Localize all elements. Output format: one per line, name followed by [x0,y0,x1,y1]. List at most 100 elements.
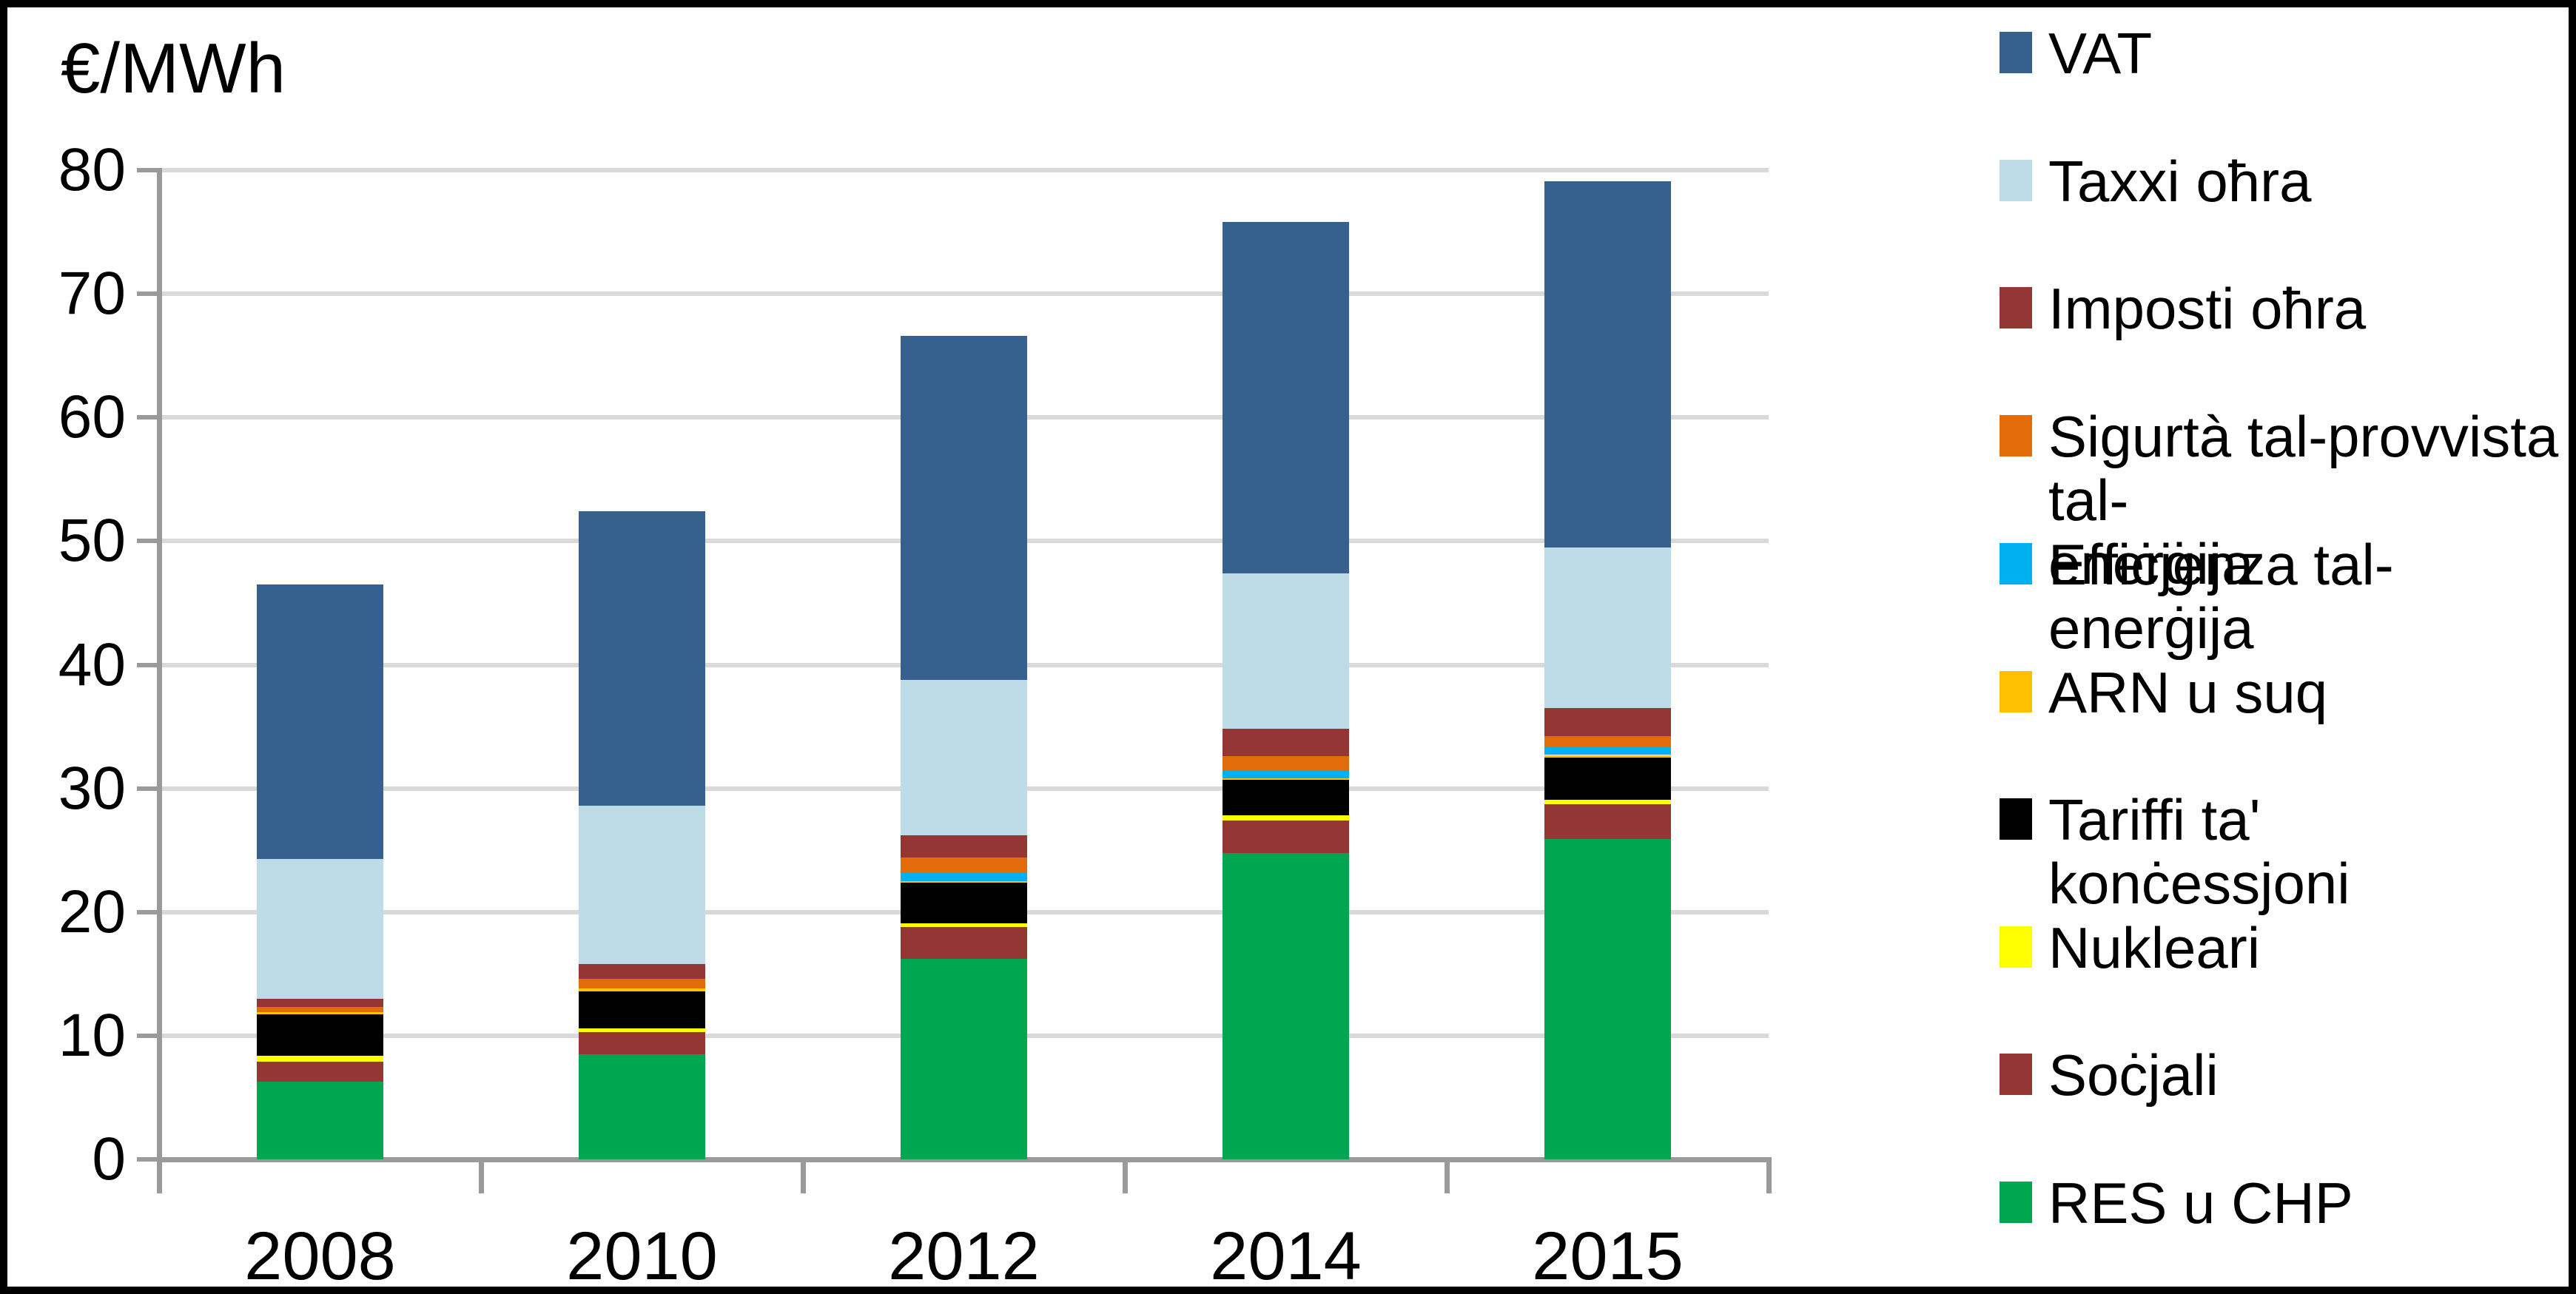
y-axis-title: €/MWh [61,29,286,108]
x-tick-label: 2015 [1532,1219,1684,1294]
bar-segment [1223,779,1349,816]
x-axis-tick [801,1159,806,1193]
bar-segment [1223,815,1349,821]
gridline [159,292,1769,297]
legend-swatch [2000,415,2032,456]
bar-segment [1223,771,1349,779]
legend-label: Soċjali [2048,1042,2219,1108]
bar-segment [1544,746,1671,755]
y-axis [157,168,162,1165]
bar-segment [1223,729,1349,757]
y-axis-tick [137,786,159,791]
bar-segment [257,1055,383,1062]
y-axis-tick [137,539,159,544]
legend-item: Taxxi oħra [2000,149,2312,213]
legend-label: ARN u suq [2048,660,2328,725]
bar-segment [1223,852,1349,1159]
legend-item: Nukleari [2000,916,2260,980]
legend-label: Taxxi oħra [2048,149,2312,214]
bar-segment [1544,804,1671,840]
y-tick-label: 20 [58,877,126,946]
legend-swatch [2000,926,2032,968]
legend-item: ARN u suq [2000,661,2327,724]
y-axis-tick [137,292,159,297]
y-axis-tick [137,1157,159,1162]
bar-segment [579,988,705,991]
bar-segment [901,857,1027,873]
bar-segment [257,1061,383,1082]
legend-swatch [2000,1182,2032,1223]
bar-segment [1544,757,1671,800]
bar-segment [1223,573,1349,729]
bar-segment [901,679,1027,836]
x-tick-label: 2012 [888,1219,1040,1294]
y-tick-label: 30 [58,754,126,822]
legend-label: Sigurtà tal-provvista tal- enerġija [2048,404,2559,596]
legend-swatch [2000,32,2032,73]
gridline [159,168,1769,172]
bar-segment [1223,222,1349,573]
x-tick-label: 2014 [1210,1219,1362,1294]
bar-segment [901,923,1027,927]
bar-segment [1544,547,1671,708]
legend-item: RES u CHP [2000,1171,2353,1235]
x-axis-tick [1123,1159,1128,1193]
legend-swatch [2000,1054,2032,1095]
bar-segment [257,584,383,859]
y-axis-tick [137,909,159,914]
bar-segment [901,926,1027,960]
bar-segment [579,511,705,806]
legend-item: VAT [2000,21,2152,85]
y-axis-tick [137,1033,159,1038]
y-axis-tick [137,662,159,667]
bar-segment [257,858,383,999]
x-axis-tick [157,1159,162,1193]
x-tick-label: 2010 [566,1219,718,1294]
bar-segment [1544,755,1671,758]
bar-segment [1223,756,1349,772]
legend-label: Effiċjenza tal-enerġija [2048,532,2394,661]
legend-label: VAT [2048,21,2153,86]
bar-segment [579,1054,705,1159]
bar-segment [1223,778,1349,780]
bar-segment [579,963,705,979]
bar-segment [257,1007,383,1013]
bar-segment [1223,820,1349,853]
y-tick-label: 40 [58,630,126,698]
legend-label: Imposti oħra [2048,276,2367,341]
y-tick-label: 10 [58,1001,126,1069]
legend-item: Tariffi ta' konċessjoni [2000,788,2569,915]
x-tick-label: 2008 [244,1219,396,1294]
bar-segment [1544,181,1671,547]
bar-segment [257,1014,383,1056]
legend-label: Nukleari [2048,915,2261,980]
bar-segment [901,835,1027,858]
bar-segment [901,882,1027,923]
legend-label: Tariffi ta' konċessjoni [2048,787,2350,916]
legend-swatch [2000,287,2032,328]
legend-swatch [2000,798,2032,840]
y-axis-tick [137,415,159,420]
legend-swatch [2000,671,2032,712]
bar-segment [579,806,705,964]
bar-segment [901,959,1027,1159]
x-axis [157,1157,1772,1162]
x-axis-tick [479,1159,484,1193]
bar-segment [1544,736,1671,747]
bar-segment [257,1012,383,1015]
bar-segment [579,1031,705,1054]
x-axis-tick [1766,1159,1772,1193]
legend-item: Imposti oħra [2000,277,2366,340]
bar-segment [1544,799,1671,805]
bar-segment [579,991,705,1028]
y-axis-tick [137,168,159,172]
y-tick-label: 70 [58,260,126,328]
y-tick-label: 80 [58,136,126,203]
y-tick-label: 0 [92,1125,126,1193]
bar-segment [579,978,705,989]
bar-segment [1544,707,1671,737]
legend-label: RES u CHP [2048,1170,2353,1236]
bar-segment [901,872,1027,881]
legend-item: Effiċjenza tal-enerġija [2000,533,2569,660]
